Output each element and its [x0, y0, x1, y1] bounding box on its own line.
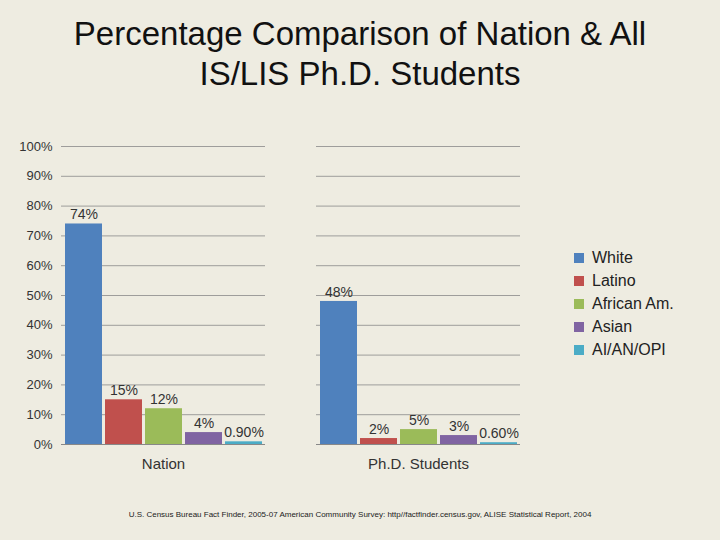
html-text:Latino: Latino	[592, 272, 636, 289]
svg-text:0%: 0%	[34, 437, 53, 452]
svg-text:10%: 10%	[26, 407, 52, 422]
svg-text:5%: 5%	[409, 412, 429, 428]
svg-text:4%: 4%	[194, 415, 214, 431]
svg-text:80%: 80%	[26, 198, 52, 213]
svg-text:74%: 74%	[70, 206, 98, 222]
html-text:African Am.: African Am.	[592, 295, 674, 312]
svg-text:3%: 3%	[449, 418, 469, 434]
html-text:Asian: Asian	[592, 318, 632, 335]
svg-text:90%: 90%	[26, 168, 52, 183]
svg-text:Ph.D. Students: Ph.D. Students	[368, 455, 469, 472]
svg-text:15%: 15%	[110, 382, 138, 398]
svg-text:0.60%: 0.60%	[479, 425, 519, 441]
html-text:White: White	[592, 249, 633, 266]
svg-text:50%: 50%	[26, 288, 52, 303]
svg-text:60%: 60%	[26, 258, 52, 273]
svg-text:40%: 40%	[26, 317, 52, 332]
html-text:Percentage Comparison of Natio: Percentage Comparison of Nation & All IS…	[73, 15, 647, 92]
svg-text:12%: 12%	[150, 391, 178, 407]
svg-text:0.90%: 0.90%	[224, 424, 264, 440]
html-text:U.S. Census Bureau Fact Finder: U.S. Census Bureau Fact Finder, 2005-07 …	[128, 510, 592, 519]
svg-text:2%: 2%	[369, 421, 389, 437]
svg-text:70%: 70%	[26, 228, 52, 243]
html-text:AI/AN/OPI: AI/AN/OPI	[592, 341, 666, 358]
svg-text:48%: 48%	[325, 284, 353, 300]
svg-text:Nation: Nation	[142, 455, 185, 472]
svg-text:100%: 100%	[19, 139, 53, 154]
svg-text:30%: 30%	[26, 347, 52, 362]
svg-text:20%: 20%	[26, 377, 52, 392]
